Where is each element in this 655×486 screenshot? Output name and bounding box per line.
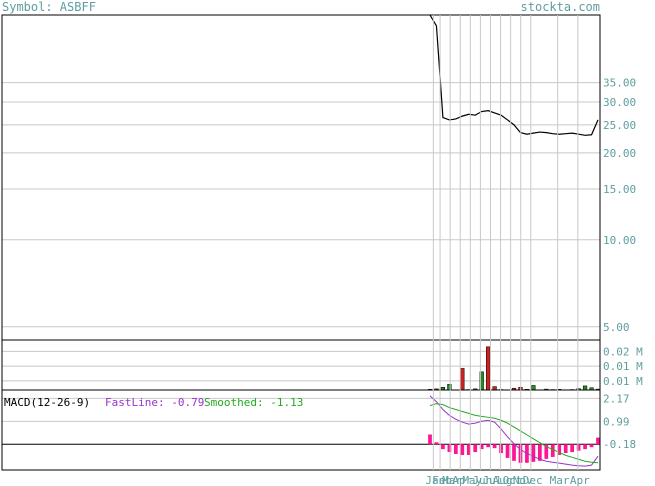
- price-tick-label: 35.00: [603, 77, 636, 90]
- volume-bar: [447, 384, 452, 391]
- macd-histogram-bar: [453, 444, 458, 454]
- volume-tick-label: 0.02 M: [603, 345, 643, 358]
- price-tick-label: 20.00: [603, 147, 636, 160]
- macd-histogram-bar: [428, 434, 432, 445]
- macd-histogram-bar: [576, 444, 581, 451]
- x-tick-label: Nov: [513, 474, 533, 486]
- x-tick-label: Apr: [570, 474, 590, 486]
- macd-histogram-bar: [583, 444, 587, 450]
- macd-histogram-bar: [563, 444, 568, 454]
- volume-bar: [531, 385, 536, 391]
- price-line: [429, 14, 599, 136]
- macd-histogram-bar: [544, 444, 549, 459]
- x-tick-label: Jun: [472, 474, 492, 486]
- x-tick-label: Jul: [482, 474, 502, 486]
- macd-histogram-bar: [550, 444, 555, 457]
- macd-histogram-bar: [460, 444, 465, 455]
- x-tick-label: Mar: [442, 474, 462, 486]
- macd-smoothed-line: [429, 403, 599, 464]
- price-panel: 35.00 30.00 25.00 20.00 15.00 10.00 5.00: [2, 14, 636, 334]
- macd-fastline: [429, 395, 599, 467]
- macd-title: MACD(12-26-9): [4, 396, 91, 409]
- macd-tick-label: 0.99: [603, 415, 630, 428]
- volume-bar: [460, 368, 465, 391]
- x-tick-label: Mar: [550, 474, 570, 486]
- x-tick-label: Aug: [493, 474, 513, 486]
- macd-histogram-bar: [557, 444, 562, 455]
- price-tick-label: 30.00: [603, 96, 636, 109]
- volume-panel: 0.02 M 0.01 M 0.01 M: [2, 345, 643, 391]
- macd-histogram-bar: [505, 444, 510, 458]
- macd-histogram-bar: [441, 444, 445, 450]
- macd-histogram-bar: [499, 444, 503, 454]
- macd-histogram-bar: [434, 442, 439, 445]
- x-tick-label: May: [462, 474, 482, 486]
- macd-fastline-label: FastLine: -0.79: [105, 396, 205, 409]
- volume-tick-label: 0.01 M: [603, 375, 643, 388]
- macd-histogram-bar: [596, 437, 600, 445]
- macd-histogram-bar: [447, 444, 452, 453]
- volume-tick-label: 0.01 M: [603, 360, 643, 373]
- volume-bar: [486, 346, 491, 391]
- macd-histogram-bar: [479, 444, 484, 450]
- macd-histogram-bar: [466, 444, 471, 455]
- macd-histogram-bar: [570, 444, 575, 453]
- x-tick-label: Dec: [523, 474, 543, 486]
- macd-histogram-bar: [512, 444, 516, 461]
- macd-panel: 2.17 0.99 -0.18: [2, 392, 636, 467]
- macd-histogram-bar: [473, 444, 478, 453]
- macd-histogram-bar: [486, 444, 491, 448]
- macd-histogram-bar: [537, 444, 542, 461]
- price-tick-label: 15.00: [603, 183, 636, 196]
- volume-bar: [582, 385, 588, 391]
- x-tick-label: Feb: [432, 474, 452, 486]
- x-tick-label: Oct: [503, 474, 523, 486]
- macd-histogram-bar: [531, 444, 536, 462]
- macd-tick-label: -0.18: [603, 438, 636, 451]
- header-site[interactable]: stockta.com: [520, 0, 600, 14]
- price-tick-label: 5.00: [603, 321, 630, 334]
- macd-smoothed-label: Smoothed: -1.13: [204, 396, 304, 409]
- price-tick-label: 25.00: [603, 119, 636, 132]
- macd-frame: [1, 389, 601, 471]
- macd-histogram-bar: [492, 444, 497, 449]
- header-symbol: Symbol: ASBFF: [2, 0, 96, 14]
- price-tick-label: 10.00: [603, 234, 636, 247]
- macd-tick-label: 2.17: [603, 392, 630, 405]
- volume-bar: [492, 386, 497, 391]
- macd-histogram-bar: [589, 444, 594, 448]
- x-tick-label: Jan: [425, 474, 445, 486]
- x-tick-label: Apr: [452, 474, 472, 486]
